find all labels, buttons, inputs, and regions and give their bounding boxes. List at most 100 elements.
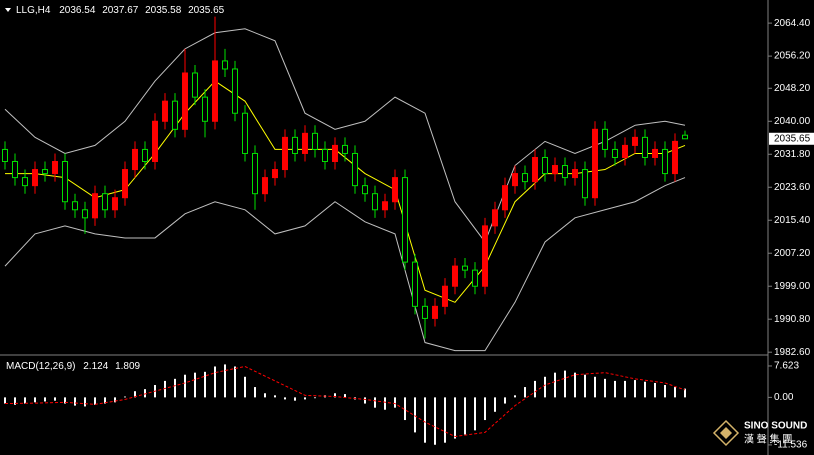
macd-bar (614, 380, 616, 398)
price-header: LLG,H4 2036.54 2037.67 2035.58 2035.65 (16, 5, 225, 16)
macd-bar (544, 376, 546, 398)
macd-bar (314, 397, 316, 399)
candle-body (532, 156, 538, 183)
candle-body (132, 148, 138, 171)
candle-body (462, 265, 468, 271)
candle-body (402, 177, 408, 263)
macd-bar (204, 371, 206, 398)
candle-body (592, 128, 598, 199)
candle-body (152, 120, 158, 163)
y-tick-label: 2040.00 (774, 116, 811, 127)
macd-bar (294, 397, 296, 401)
macd-bar (534, 380, 536, 398)
macd-bar (454, 397, 456, 439)
macd-bar (54, 397, 56, 401)
macd-bar (444, 397, 446, 443)
macd-bar (674, 387, 676, 398)
macd-bar (104, 397, 106, 404)
candle-body (112, 197, 118, 211)
y-tick-label: 1982.60 (774, 347, 811, 358)
candle-body (322, 148, 328, 163)
symbol: LLG,H4 (16, 5, 51, 16)
macd-bar (584, 374, 586, 398)
macd-bar (624, 380, 626, 398)
candle-body (92, 193, 98, 219)
candle-body (612, 148, 618, 158)
candle-body (382, 201, 388, 211)
candle-body (182, 72, 188, 130)
candle-body (72, 201, 78, 211)
y-tick-label: 1999.00 (774, 281, 811, 292)
candle-body (252, 152, 258, 195)
candle-body (642, 136, 648, 158)
macd-bar (684, 388, 686, 398)
macd-bar (84, 397, 86, 407)
candle-body (452, 265, 458, 287)
macd-bar (94, 397, 96, 405)
candle-body (572, 169, 578, 179)
y-tick-label: 2031.80 (774, 149, 811, 160)
macd-bar (184, 374, 186, 398)
macd-bar (254, 387, 256, 398)
macd-bar (64, 397, 66, 404)
macd-bar (594, 376, 596, 398)
macd-bar (144, 389, 146, 398)
macd-bar (134, 391, 136, 398)
macd-bar (654, 382, 656, 398)
macd-bar (554, 372, 556, 398)
candle-body (262, 177, 268, 195)
candle-body (222, 60, 228, 70)
header-low: 2035.58 (145, 5, 182, 16)
y-tick-label: 2023.60 (774, 182, 811, 193)
y-tick-label: 2056.20 (774, 51, 811, 62)
candle-body (292, 136, 298, 154)
candle-body (472, 269, 478, 287)
macd-bar (394, 397, 396, 408)
candle-body (392, 177, 398, 203)
candle-body (342, 144, 348, 154)
candle-body (232, 68, 238, 114)
y-tick-label: 1990.80 (774, 314, 811, 325)
candle-body (312, 132, 318, 150)
macd-bar (244, 376, 246, 398)
candle-body (162, 100, 168, 122)
macd-bar (634, 380, 636, 398)
candle-body (362, 185, 368, 195)
candle-body (542, 156, 548, 175)
macd-bar (404, 397, 406, 421)
candle-body (632, 136, 638, 146)
macd-bar (124, 396, 126, 398)
y-tick-label: 7.623 (774, 361, 799, 372)
macd-bar (14, 397, 16, 405)
macd-bar (574, 372, 576, 398)
candle-body (562, 165, 568, 179)
candle-body (412, 261, 418, 307)
candle-body (202, 96, 208, 122)
logo-chinese: 漢 聲 集 團 (744, 433, 792, 446)
candle-body (652, 148, 658, 158)
y-tick-label: 2048.20 (774, 83, 811, 94)
y-tick-label: 2007.20 (774, 248, 811, 259)
candle-body (422, 305, 428, 319)
macd-bar (114, 397, 116, 403)
candle-body (672, 140, 678, 175)
candle-body (212, 60, 218, 122)
macd-bar (424, 397, 426, 443)
macd-bar (494, 397, 496, 412)
moving-average (5, 80, 686, 303)
macd-bar (284, 397, 286, 400)
bollinger-lower (4, 177, 686, 352)
candle-body (492, 209, 498, 227)
macd-bar (564, 370, 566, 398)
last-price-label: 2035.65 (774, 133, 811, 144)
macd-bar (304, 397, 306, 400)
candle-body (682, 134, 688, 140)
macd-bar (344, 394, 346, 398)
candle-body (272, 169, 278, 179)
macd-bar (644, 381, 646, 398)
macd-bar (334, 393, 336, 398)
menu-arrow[interactable] (5, 8, 11, 12)
macd-bar (224, 364, 226, 398)
macd-bar (434, 397, 436, 445)
macd-bar (514, 395, 516, 398)
